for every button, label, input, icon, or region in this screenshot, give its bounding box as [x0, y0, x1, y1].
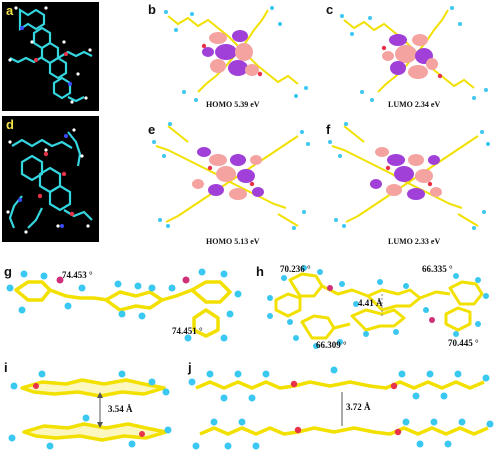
panel-b-caption: HOMO 5.39 eV — [206, 100, 260, 109]
panel-e-hydrogens — [152, 122, 310, 230]
panel-a-molecule-view: a — [2, 2, 99, 111]
panel-b-letter: b — [148, 2, 156, 17]
panel-h-angle-bottom-left: 66.309 ° — [316, 340, 347, 350]
panel-e-orbital-graphic — [152, 122, 310, 230]
panel-g-letter: g — [4, 264, 12, 279]
panel-f-lumo-orbital: f LUMO 2.33 eV — [322, 116, 498, 246]
panel-b-hydrogens — [164, 6, 308, 102]
panel-d-oxygens — [37, 151, 75, 217]
panel-e-oxygens — [207, 165, 255, 187]
panel-g-molecule-graphic — [6, 268, 242, 342]
panel-b-oxygens — [201, 43, 263, 77]
panel-e-lobes — [192, 147, 264, 200]
panel-d-backbone — [8, 131, 93, 229]
panel-a-letter: a — [6, 3, 14, 18]
panel-j-bottom-chain — [199, 426, 489, 436]
panel-g-backbone — [14, 280, 232, 338]
panel-h-hydrogens — [267, 265, 489, 349]
panel-j-top-chain — [195, 380, 485, 390]
panel-f-caption: LUMO 2.33 eV — [388, 237, 441, 246]
panel-c-oxygens — [381, 45, 443, 79]
panel-j-letter: j — [188, 360, 192, 375]
panel-d-hydrogens — [6, 128, 90, 234]
panel-g-oxygens — [56, 276, 190, 284]
panel-d-letter: d — [6, 117, 14, 132]
panel-e-homo-orbital: e HOMO 5.13 eV — [148, 116, 318, 246]
panel-c-lobes — [382, 34, 438, 79]
panel-d-molecule-graphic — [6, 128, 93, 234]
panel-j-pi-stacking: j 3.72 Å — [186, 360, 498, 462]
panel-a-oxygens — [34, 52, 68, 62]
panel-j-oxygens — [290, 380, 402, 436]
panel-c-lumo-orbital: c LUMO 2.34 eV — [322, 0, 498, 112]
panel-c-orbital-graphic — [340, 6, 488, 102]
panel-i-molecule-graphic — [8, 370, 172, 450]
panel-f-lobes — [370, 147, 442, 200]
panel-a-hydrogens — [8, 6, 92, 104]
panel-f-oxygens — [385, 165, 433, 187]
panel-i-letter: i — [4, 360, 8, 375]
panel-h-distance-label: 4.41 Å — [358, 298, 383, 308]
panel-i-pi-stacking: i 3.54 Å — [2, 360, 182, 462]
panel-g-angle-left: 74.453 ° — [62, 270, 93, 280]
panel-b-homo-orbital: b HOMO 5.39 eV — [148, 0, 318, 112]
panel-c-caption: LUMO 2.34 eV — [388, 100, 441, 109]
panel-j-hydrogens — [188, 366, 494, 450]
panel-i-hydrogens — [8, 370, 172, 450]
panel-i-distance-label: 3.54 Å — [108, 404, 133, 414]
panel-h-dimer-packing: h 70.236 ° 66.335 ° 4.41 Å 66.309 ° 70.4… — [256, 258, 498, 362]
panel-f-letter: f — [326, 122, 331, 137]
panel-d-molecule-view: d — [2, 116, 99, 242]
panel-j-molecule-graphic — [188, 366, 494, 450]
panel-e-caption: HOMO 5.13 eV — [206, 237, 260, 246]
panel-a-backbone — [9, 8, 93, 103]
panel-i-oxygens — [33, 383, 145, 437]
panel-a-molecule-graphic — [8, 6, 93, 104]
panel-h-molecule-graphic — [267, 265, 489, 349]
panel-a-nitrogens — [20, 26, 72, 86]
panel-h-oxygens — [327, 285, 435, 323]
panel-c-hydrogens — [340, 6, 488, 102]
panel-j-distance-label: 3.72 Å — [346, 402, 371, 412]
panel-b-orbital-graphic — [164, 6, 308, 102]
panel-h-angle-bottom-right: 70.445 ° — [448, 338, 479, 348]
panel-d-nitrogens — [18, 134, 68, 228]
panel-i-bottom-layer — [22, 422, 168, 442]
panel-i-top-layer — [20, 378, 166, 398]
panel-c-letter: c — [326, 2, 334, 17]
panel-b-lobes — [202, 30, 259, 76]
panel-h-angle-top-right: 66.335 ° — [422, 264, 453, 274]
panel-g-hydrogens — [6, 268, 242, 342]
panel-h-backbone — [274, 272, 484, 340]
panel-g-dihedral-angles: g 74.453 ° 74.451 ° — [2, 258, 250, 344]
panel-e-letter: e — [148, 122, 156, 137]
panel-f-orbital-graphic — [328, 122, 490, 230]
panel-g-angle-right: 74.451 ° — [172, 326, 203, 336]
panel-h-angle-top-left: 70.236 ° — [280, 264, 311, 274]
panel-h-letter: h — [256, 264, 264, 279]
panel-f-hydrogens — [328, 122, 490, 230]
